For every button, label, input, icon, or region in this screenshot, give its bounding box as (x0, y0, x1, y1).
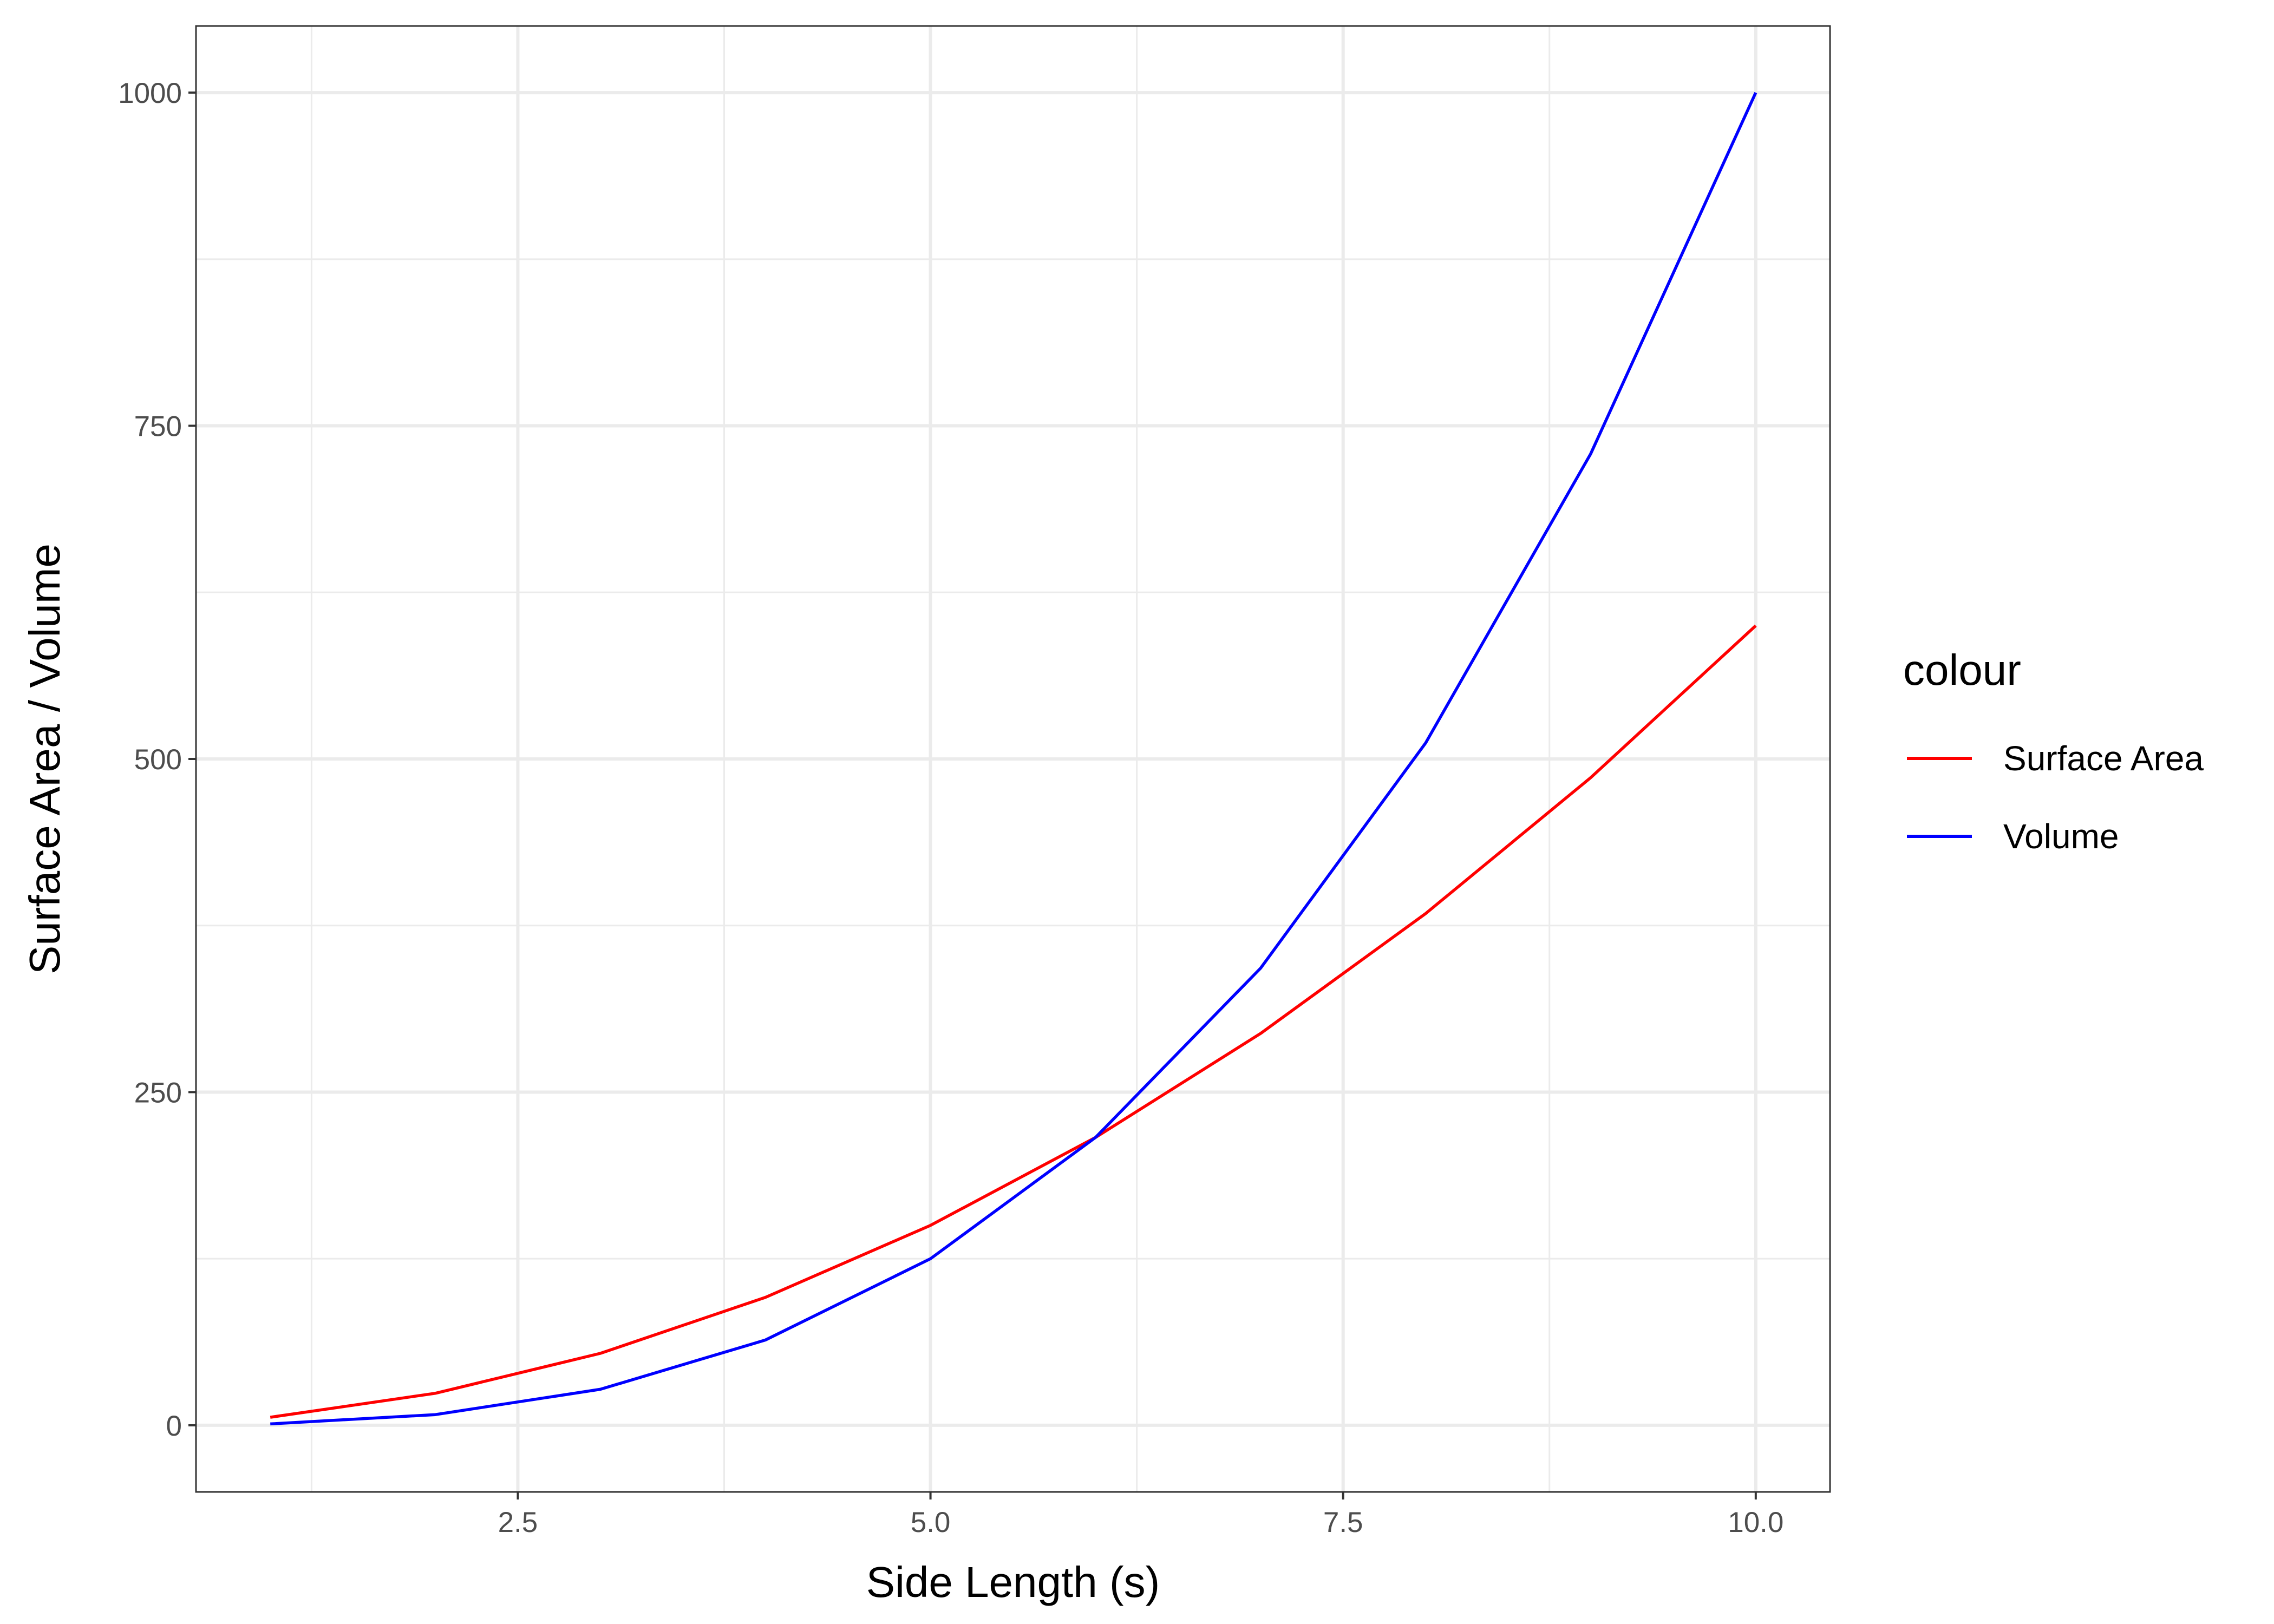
legend: colour Surface Area Volume (1903, 646, 2204, 856)
series-line-surface-area (270, 624, 1757, 1419)
major-gridlines (196, 26, 1830, 1492)
y-axis: 0 250 500 750 1000 (118, 77, 196, 1442)
y-tick-label: 0 (166, 1410, 182, 1442)
x-tick-label: 2.5 (498, 1507, 538, 1538)
x-tick-label: 5.0 (911, 1507, 951, 1538)
y-tick-label: 250 (134, 1077, 182, 1109)
series-lines (270, 91, 1757, 1426)
x-tick-label: 7.5 (1323, 1507, 1363, 1538)
y-tick-label: 1000 (118, 77, 182, 109)
x-axis-title: Side Length (s) (866, 1558, 1160, 1606)
legend-label-surface-area: Surface Area (2003, 739, 2204, 778)
x-axis: 2.5 5.0 7.5 10.0 (498, 1492, 1783, 1538)
y-tick-label: 500 (134, 744, 182, 776)
x-tick-label: 10.0 (1728, 1507, 1783, 1538)
legend-title: colour (1903, 646, 2021, 694)
legend-label-volume: Volume (2003, 817, 2119, 856)
series-line-volume (270, 91, 1757, 1426)
y-axis-title: Surface Area / Volume (21, 543, 69, 974)
y-tick-label: 750 (134, 411, 182, 443)
